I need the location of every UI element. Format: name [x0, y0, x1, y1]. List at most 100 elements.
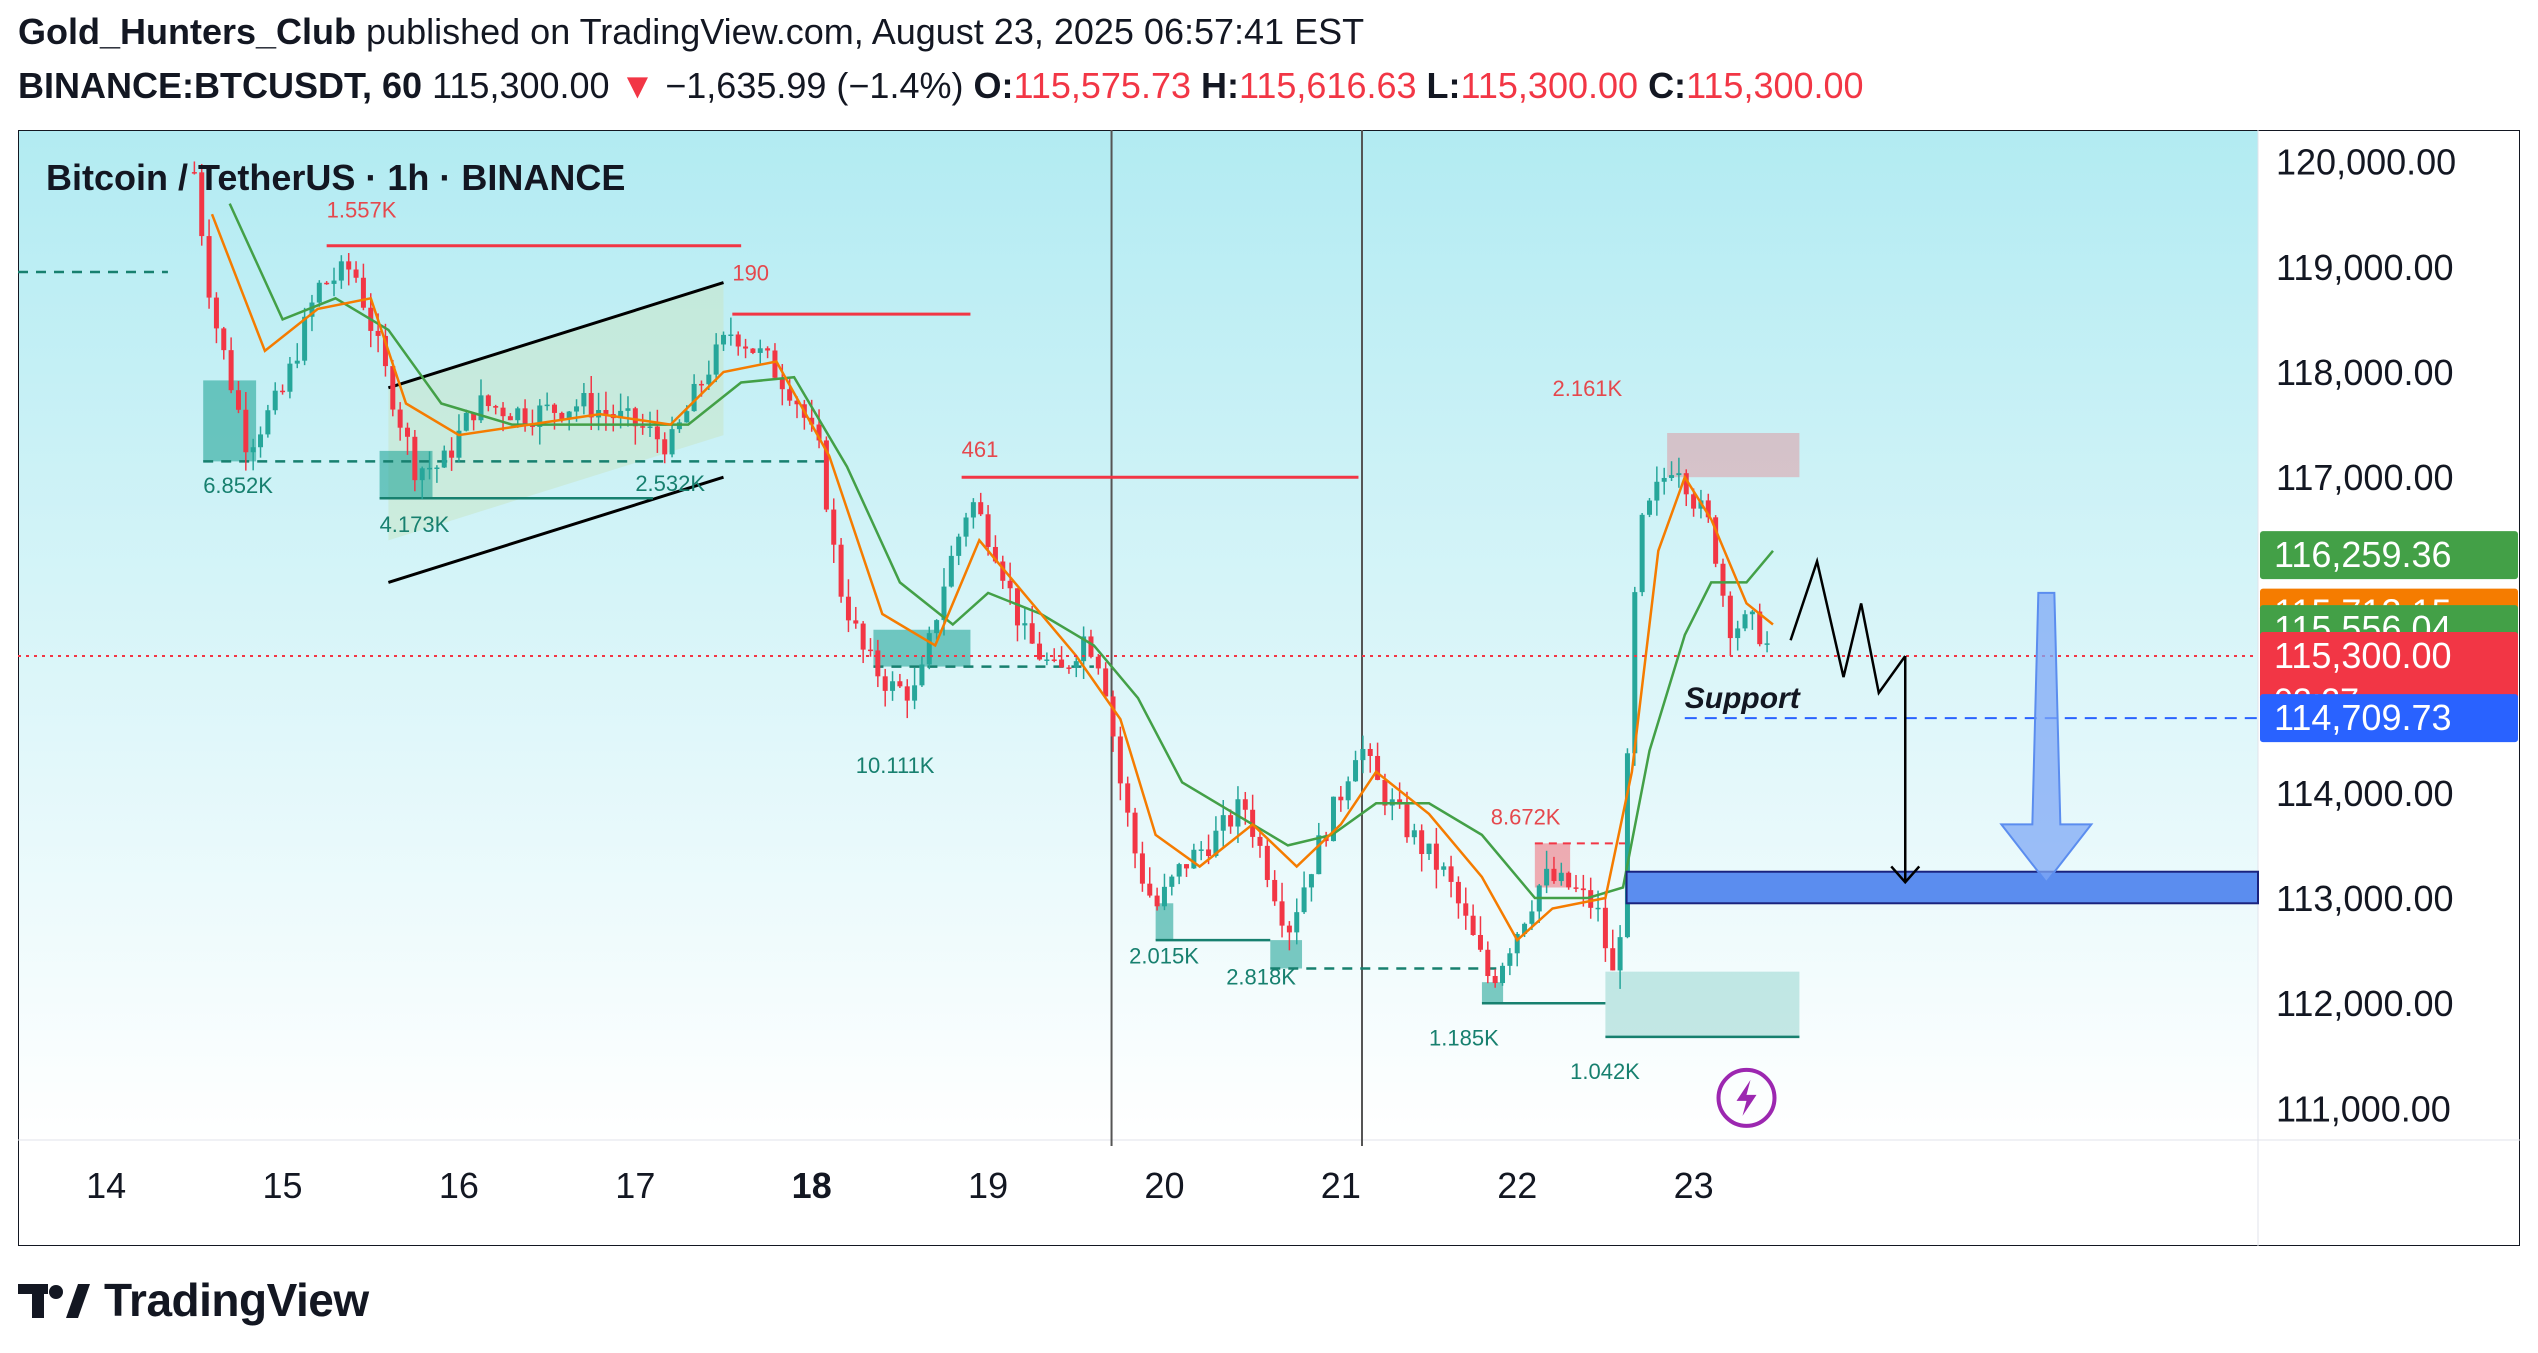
price-label-box — [2260, 531, 2518, 580]
candle-body — [941, 586, 947, 621]
candle-body — [1463, 903, 1469, 916]
candle-body — [405, 427, 411, 437]
candle-body — [1691, 494, 1697, 509]
candle-body — [235, 390, 241, 410]
candle-body — [1213, 830, 1219, 857]
demand-zone — [1481, 982, 1504, 1004]
candle-body — [845, 596, 851, 621]
x-tick-label: 23 — [1674, 1165, 1714, 1206]
brand-name: TradingView — [104, 1274, 369, 1326]
candle-body — [1316, 835, 1322, 875]
candle-body — [779, 377, 785, 390]
support-label: Support — [1685, 682, 1802, 715]
volume-annotation: 1.042K — [1570, 1059, 1640, 1084]
candle-body — [904, 686, 910, 701]
candle-body — [1661, 477, 1667, 482]
candle-body — [500, 407, 506, 417]
candle-body — [1014, 588, 1020, 626]
candle-body — [1228, 815, 1234, 827]
volume-annotation: 2.161K — [1552, 376, 1622, 401]
candle-body — [1639, 514, 1645, 593]
candle-body — [1624, 753, 1630, 938]
volume-annotation: 1.185K — [1429, 1025, 1499, 1050]
candle-body — [1448, 866, 1454, 882]
candle-body — [1757, 611, 1763, 645]
author-name[interactable]: Gold_Hunters_Club — [18, 11, 357, 52]
candle-body — [823, 440, 829, 510]
candle-body — [1411, 830, 1417, 838]
candle-body — [816, 424, 822, 441]
candle-body — [434, 467, 440, 470]
volume-annotation: 2.532K — [635, 471, 705, 496]
candle-body — [213, 297, 219, 329]
candle-body — [1257, 836, 1263, 846]
candle-body — [618, 410, 624, 419]
candle-body — [1735, 628, 1741, 639]
x-tick-label: 21 — [1321, 1165, 1361, 1206]
candle-body — [507, 416, 513, 421]
chart-area[interactable]: Support 6.852K 4.173K 2.532K 1.557K 190 461 10.… — [18, 130, 2520, 1246]
candle-body — [1176, 864, 1182, 877]
ohlc-bar: BINANCE:BTCUSDT, 60 115,300.00 ▼ −1,635.… — [18, 64, 1864, 108]
candle-body — [721, 334, 727, 345]
candle-body — [956, 536, 962, 556]
lightning-bolt-icon — [1736, 1079, 1757, 1116]
candle-body — [1206, 849, 1212, 857]
candle-body — [1382, 779, 1388, 806]
candle-body — [1059, 659, 1065, 668]
channel-lower-line — [387, 475, 724, 584]
candle-body — [1426, 843, 1432, 855]
candle-body — [243, 409, 249, 453]
volume-annotation: 1.557K — [327, 197, 397, 222]
candle-body — [588, 393, 594, 418]
plot-background — [18, 130, 2258, 1140]
x-tick-label: 22 — [1497, 1165, 1537, 1206]
candle-body — [1007, 580, 1013, 589]
candle-body — [544, 404, 550, 407]
candle-body — [640, 426, 646, 428]
candle-body — [338, 261, 344, 281]
candle-body — [574, 406, 580, 412]
candle-body — [926, 633, 932, 665]
candle-body — [1558, 872, 1564, 882]
candle-body — [1081, 636, 1087, 662]
candle-body — [1646, 500, 1652, 515]
candle-body — [1125, 783, 1131, 813]
tradingview-logo-icon — [18, 1284, 90, 1318]
candle-body — [1345, 781, 1351, 801]
candle-body — [1044, 659, 1050, 661]
candle-body — [1264, 845, 1270, 880]
candle-body — [1654, 481, 1660, 501]
candle-body — [1220, 815, 1226, 831]
candle-body — [882, 676, 888, 691]
candle-body — [1147, 883, 1153, 896]
candle-body — [551, 404, 557, 413]
candle-body — [1103, 668, 1109, 697]
tradingview-brand[interactable]: TradingView — [18, 1270, 369, 1330]
demand-zone — [1270, 940, 1303, 969]
candle-body — [478, 395, 484, 421]
candle-body — [471, 412, 477, 421]
candle-body — [1184, 864, 1190, 869]
x-tick-label: 17 — [615, 1165, 655, 1206]
candle-body — [360, 277, 366, 308]
low-value: 115,300.00 — [1460, 65, 1639, 106]
candle-body — [853, 620, 859, 624]
price-change: −1,635.99 (−1.4%) — [665, 65, 964, 106]
candle-body — [992, 546, 998, 562]
candle-body — [757, 348, 763, 353]
candle-body — [897, 681, 903, 687]
candle-body — [1110, 696, 1116, 737]
published-text: published on TradingView.com, August 23,… — [366, 11, 1365, 52]
candle-body — [250, 447, 256, 453]
candle-body — [515, 408, 521, 421]
candle-body — [713, 344, 719, 375]
price-label: 115,300.00 — [2274, 635, 2452, 676]
lightning-bolt-icon[interactable] — [1716, 1067, 1777, 1128]
candle-body — [1375, 755, 1381, 780]
candle-body — [537, 405, 543, 427]
candle-body — [1477, 934, 1483, 950]
channel-upper-line — [387, 281, 724, 390]
price-label: 116,259.36 — [2274, 534, 2452, 575]
candle-body — [1279, 901, 1285, 926]
